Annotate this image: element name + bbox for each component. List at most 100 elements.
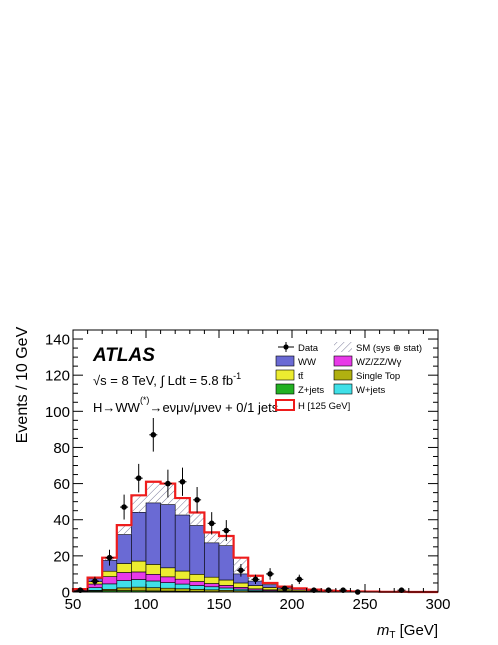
process-sup: (*) — [140, 395, 150, 405]
data-point-1 — [92, 578, 98, 584]
data-point-2 — [106, 554, 113, 561]
bar-tt--bin-8 — [189, 573, 205, 582]
x-tick-label-100: 100 — [133, 596, 158, 613]
data-point-13 — [267, 571, 273, 577]
data-point-6 — [165, 480, 171, 487]
bar-w-jets-bin-7 — [174, 583, 191, 590]
legend-4-label: tt̄ — [298, 371, 304, 382]
bar-w-jets-bin-6 — [160, 582, 176, 589]
x-tick-label-200: 200 — [279, 596, 304, 613]
data-point-15 — [296, 576, 303, 583]
uncertainty-bin-8 — [189, 512, 205, 526]
bar-tt--bin-9 — [204, 576, 220, 584]
legend-1-swatch — [334, 342, 352, 352]
uncertainty-bin-5 — [146, 481, 161, 503]
bar-ww-bin-6 — [160, 504, 176, 569]
y-tick-label-0: 0 — [62, 585, 70, 602]
legend-8-label: H [125 GeV] — [298, 401, 350, 412]
energy-text: √s = 8 TeV, ∫ Ldt = 5.8 fb — [93, 373, 233, 388]
legend-2-swatch — [275, 355, 295, 367]
data-point-5 — [150, 432, 157, 438]
process-tail: →eνμν/μνeν + 0/1 jets — [149, 400, 278, 415]
bar-tt--bin-12 — [247, 585, 264, 590]
legend-8-swatch — [275, 399, 295, 411]
y-tick-label-120: 120 — [45, 368, 70, 385]
bar-single-top-bin-5 — [145, 587, 161, 592]
legend-4-swatch — [275, 369, 295, 381]
bar-ww-bin-8 — [189, 525, 205, 575]
y-tick-label-140: 140 — [45, 332, 70, 349]
legend: Data SM (sys ⊕ stat) WW WZ/ZZ/Wγ tt̄ Single T… — [275, 342, 422, 412]
bar-single-top-bin-7 — [174, 588, 191, 592]
bar-ww-bin-4 — [131, 512, 147, 562]
legend-5-label: Single Top — [356, 371, 400, 382]
bar-tt--bin-11 — [233, 582, 249, 588]
x-axis-unit: [GeV] — [395, 622, 438, 639]
x-axis-var: m — [377, 622, 390, 639]
legend-6-label: Z+jets — [298, 385, 324, 396]
x-axis-label: mT [GeV] — [377, 622, 438, 641]
y-axis-label: Events / 10 GeV — [14, 326, 31, 443]
bar-ww-bin-7 — [174, 514, 191, 572]
data-point-4 — [135, 475, 142, 481]
bar-wz-zz-w--bin-6 — [160, 576, 176, 583]
bar-tt--bin-2 — [101, 570, 118, 577]
axis-ticks: 50 100 150 200 250 300 0 20 40 60 80 100 120 140 — [45, 329, 451, 613]
legend-1-label: SM (sys ⊕ stat) — [356, 343, 422, 354]
uncertainty-bin-3 — [116, 525, 132, 535]
bar-w-jets-bin-2 — [101, 583, 118, 590]
uncertainty-bin-7 — [175, 498, 190, 516]
bar-tt--bin-4 — [131, 560, 147, 573]
stacked-histogram — [72, 502, 410, 593]
bar-wz-zz-w--bin-3 — [116, 572, 132, 581]
x-tick-label-50: 50 — [65, 596, 82, 613]
process-main: H→WW — [93, 400, 141, 415]
bar-ww-bin-13 — [262, 584, 278, 588]
bar-single-top-bin-3 — [116, 587, 132, 591]
atlas-label: ATLAS — [92, 345, 155, 366]
bar-tt--bin-3 — [116, 563, 132, 573]
y-tick-label-40: 40 — [53, 512, 70, 529]
bar-wz-zz-w--bin-7 — [174, 578, 191, 585]
legend-0-marker — [283, 344, 289, 350]
legend-6-swatch — [275, 383, 295, 395]
bar-single-top-bin-8 — [189, 588, 205, 592]
bar-wz-zz-w--bin-9 — [204, 583, 220, 588]
data-point-10 — [223, 527, 230, 534]
y-tick-label-20: 20 — [53, 548, 70, 565]
y-tick-label-60: 60 — [53, 476, 70, 493]
bar-wz-zz-w--bin-8 — [189, 581, 205, 586]
bar-tt--bin-13 — [262, 587, 278, 591]
bar-ww-bin-9 — [204, 542, 220, 578]
data-point-3 — [121, 504, 127, 510]
legend-2-label: WW — [298, 357, 316, 368]
data-point-11 — [238, 567, 244, 574]
bar-w-jets-bin-1 — [87, 587, 103, 591]
legend-7-label: W+jets — [356, 385, 386, 396]
bar-single-top-bin-4 — [131, 586, 147, 592]
bar-w-jets-bin-10 — [218, 587, 234, 591]
legend-3-swatch — [333, 355, 353, 367]
process-label: H→WW(*)→eνμν/μνeν + 0/1 jets — [93, 395, 279, 415]
legend-3-label: WZ/ZZ/Wγ — [356, 357, 402, 368]
bar-tt--bin-10 — [218, 579, 234, 586]
bar-ww-bin-10 — [218, 545, 234, 581]
bar-w-jets-bin-9 — [204, 586, 220, 591]
bar-wz-zz-w--bin-10 — [218, 585, 234, 589]
bar-w-jets-bin-5 — [145, 580, 161, 588]
x-axis-sub: T — [389, 630, 395, 641]
bar-w-jets-bin-4 — [131, 579, 147, 588]
data-point-14 — [281, 585, 288, 592]
bar-single-top-bin-6 — [160, 587, 176, 592]
energy-sup: -1 — [233, 371, 241, 381]
bar-wz-zz-w--bin-2 — [101, 576, 118, 585]
x-tick-label-300: 300 — [425, 596, 450, 613]
bar-ww-bin-5 — [145, 502, 161, 565]
legend-0-label: Data — [298, 343, 319, 354]
y-tick-label-80: 80 — [53, 440, 70, 457]
bar-wz-zz-w--bin-4 — [131, 571, 147, 580]
bar-wz-zz-w--bin-5 — [145, 573, 161, 582]
bar-w-jets-bin-8 — [189, 585, 205, 590]
plot-frame — [72, 329, 439, 593]
